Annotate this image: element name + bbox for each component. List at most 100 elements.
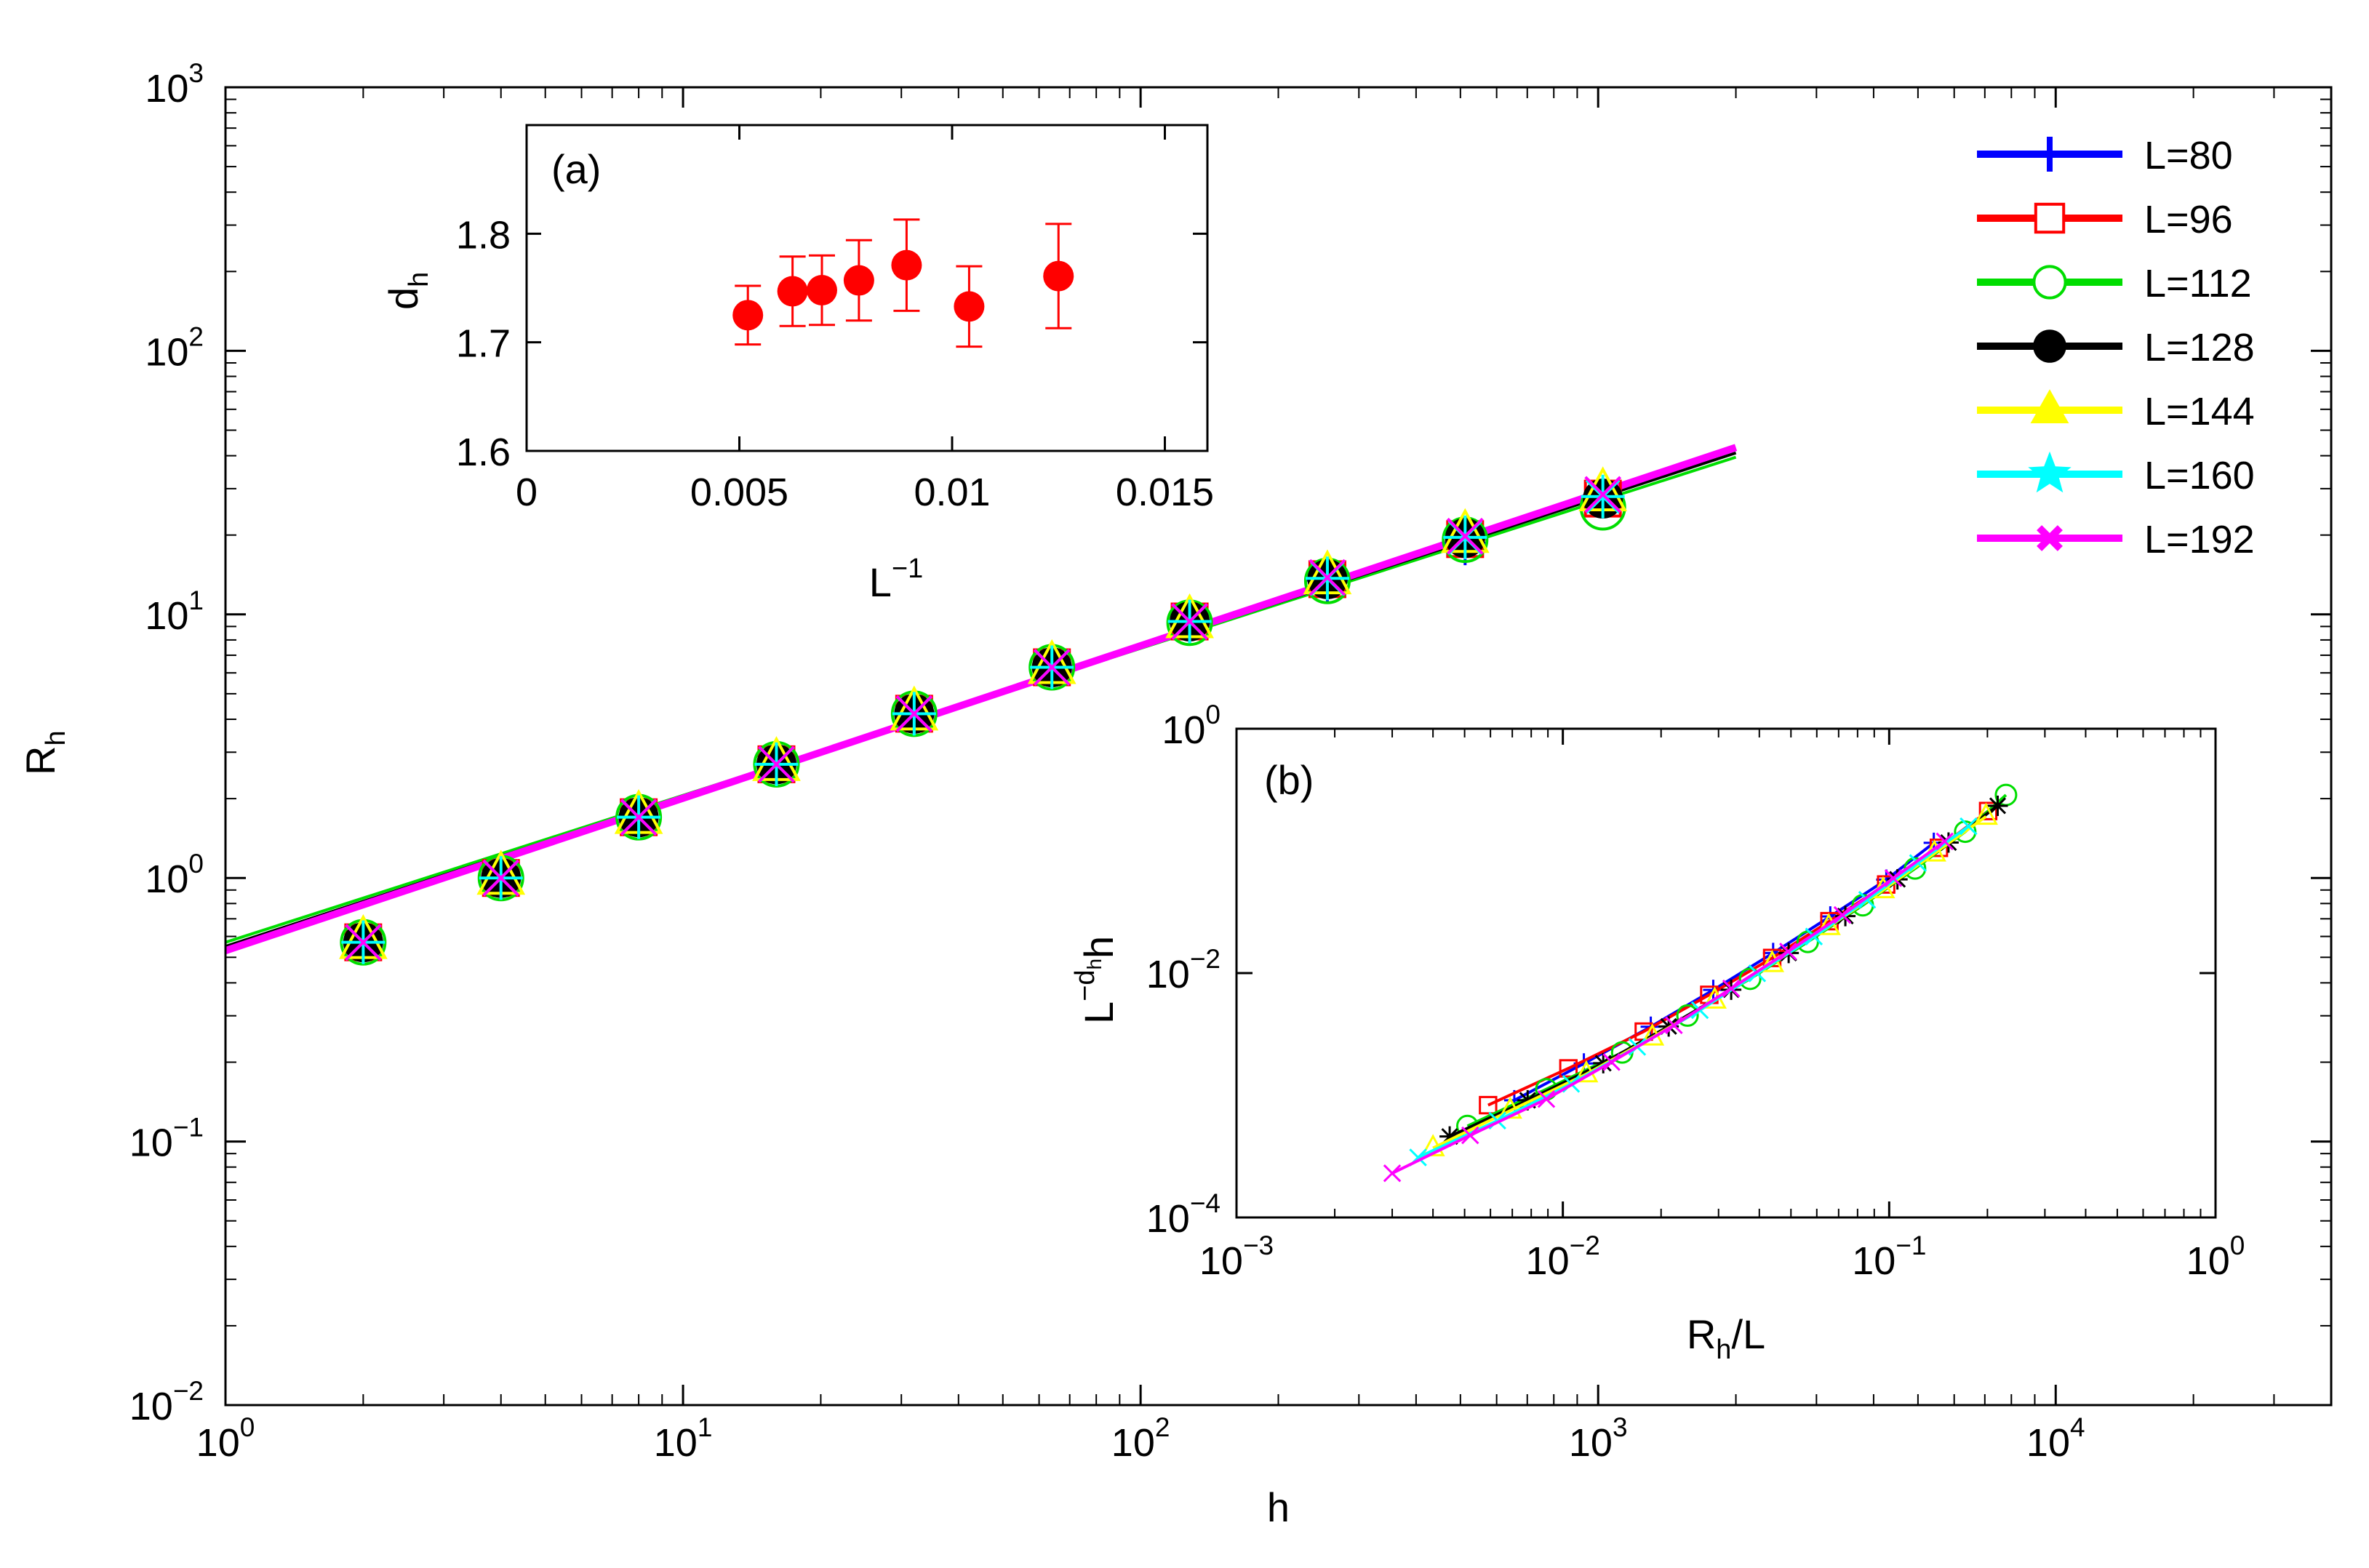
inset-b-y-tick-label-exp: 0: [1205, 700, 1221, 729]
inset-b-x-tick-label: 10−2: [1526, 1231, 1600, 1283]
inset-b-point-cross: [1779, 943, 1797, 961]
inset-b-point-triangle: [1973, 802, 1998, 825]
main-y-tick-label: 103: [145, 58, 204, 111]
inset-a-x-tick-label: 0.005: [690, 471, 788, 514]
inset-b-x-tick-label: 10−3: [1199, 1231, 1274, 1283]
main-y-tick-label-base: 10: [145, 330, 188, 374]
main-plot-data: [224, 444, 1738, 966]
main-y-tick-label-exp: 1: [188, 585, 204, 615]
inset-a-frame: [525, 124, 1209, 452]
inset-b-y-tick-label-base: 10: [1162, 708, 1205, 752]
inset-a-point: [777, 276, 808, 307]
legend-marker-triangle: [2030, 389, 2069, 423]
inset-b-point-cross: [1959, 817, 1978, 836]
inset-b-point-cross: [1665, 1016, 1683, 1035]
inset-b-series-line: [1391, 840, 1946, 1175]
inset-b-panel-label: (b): [1264, 757, 1314, 803]
main-x-tick-label-exp: 3: [1613, 1412, 1628, 1442]
main-y-tick-label-exp: −1: [173, 1113, 204, 1143]
inset-b-point-square: [1559, 1059, 1578, 1078]
inset-b-y-tick-label: 10−4: [1146, 1188, 1221, 1241]
inset-b-point-circle: [1738, 967, 1762, 991]
main-point-cross: [1033, 649, 1071, 686]
inset-b-y-axis-label: L−dhh: [1070, 936, 1122, 1024]
main-x-tick-label-base: 10: [1111, 1421, 1155, 1465]
legend-marker-dot: [2033, 329, 2066, 363]
inset-b-data: [1383, 783, 2018, 1183]
main-y-tick-label-exp: 2: [188, 321, 204, 351]
inset-a-y-tick-label: 1.7: [456, 322, 511, 366]
legend-marker-circle: [2032, 265, 2067, 300]
main-point-cross: [482, 859, 520, 897]
inset-b-x-tick-label-base: 10: [1852, 1239, 1895, 1283]
inset-b-point-triangle: [1421, 1134, 1445, 1156]
main-x-tick-label: 100: [196, 1412, 255, 1465]
inset-b-y-tick-label: 10−2: [1146, 944, 1221, 996]
inset-b-point-cross: [1833, 905, 1852, 924]
main-x-tick-label-exp: 0: [240, 1412, 255, 1442]
inset-b-point-cross: [1602, 1053, 1621, 1071]
main-y-tick-label-exp: 3: [188, 58, 204, 88]
inset-b-x-tick-label: 10−1: [1852, 1231, 1926, 1283]
main-point-cross: [895, 695, 933, 732]
inset-b-point-cross: [1935, 832, 1954, 851]
inset-a-point: [732, 300, 764, 331]
legend-label: L=96: [2144, 198, 2233, 241]
legend-label: L=144: [2144, 390, 2255, 433]
main-y-tick-label: 10−2: [129, 1376, 204, 1428]
inset-a-x-axis-label: L−1: [869, 553, 923, 605]
main-x-tick-label: 101: [654, 1412, 713, 1465]
legend-label: L=160: [2144, 454, 2255, 497]
main-point-cross: [758, 745, 795, 783]
main-y-tick-label-base: 10: [129, 1121, 173, 1165]
main-x-tick-label: 102: [1111, 1412, 1170, 1465]
legend: L=80 L=96 L=112 L=128 L=144 L=160 L=192: [1977, 134, 2255, 561]
inset-a-point: [954, 291, 985, 322]
inset-b-point-cross: [1461, 1126, 1479, 1145]
inset-a-point: [806, 274, 837, 305]
legend-label: L=192: [2144, 518, 2255, 561]
main-y-tick-label-base: 10: [145, 67, 188, 111]
inset-a-y-tick-label: 1.6: [456, 431, 511, 474]
main-x-tick-label-exp: 1: [698, 1412, 713, 1442]
main-point-cross: [1171, 603, 1208, 640]
inset-b-x-tick-label-exp: 0: [2230, 1231, 2245, 1260]
inset-b-y-tick-label-base: 10: [1146, 953, 1190, 996]
inset-a-ticks: 0 0.005 0.01 0.015 1.6 1.7 1.8: [456, 125, 1214, 514]
main-x-tick-label-base: 10: [654, 1421, 698, 1465]
legend-marker-cross: [2037, 525, 2063, 551]
inset-b-x-tick-label-base: 10: [1199, 1239, 1243, 1283]
inset-b-x-tick-label-exp: −2: [1570, 1231, 1600, 1260]
inset-b-x-tick-label-base: 10: [1526, 1239, 1570, 1283]
inset-a-plot: 0 0.005 0.01 0.015 1.6 1.7 1.8 (a) L−1 dh: [380, 124, 1214, 605]
main-x-tick-label-base: 10: [1569, 1421, 1613, 1465]
inset-a-y-axis-label: dh: [380, 272, 434, 310]
main-point-cross: [1446, 517, 1484, 555]
main-x-tick-label-base: 10: [196, 1421, 240, 1465]
inset-b-y-tick-label-exp: −4: [1190, 1188, 1221, 1218]
inset-b-point-circle: [1676, 1004, 1699, 1027]
main-y-tick-label: 102: [145, 321, 204, 374]
inset-b-point-triangle: [1816, 913, 1841, 935]
main-x-tick-label: 104: [2026, 1412, 2085, 1465]
inset-b-point-cross: [1537, 1090, 1556, 1108]
main-y-tick-label-base: 10: [129, 1385, 173, 1428]
main-x-axis-label: h: [1267, 1484, 1290, 1530]
main-x-tick-label-base: 10: [2026, 1421, 2070, 1465]
main-y-tick-label: 100: [145, 849, 204, 901]
legend-marker-square: [2034, 202, 2066, 234]
main-y-tick-label-exp: −2: [173, 1376, 204, 1406]
inset-a-data: [732, 218, 1074, 348]
legend-label: L=112: [2144, 262, 2252, 305]
inset-a-x-tick-label: 0.01: [914, 471, 990, 514]
legend-label: L=80: [2144, 134, 2233, 177]
inset-b-point-star: [1987, 795, 2008, 816]
inset-a-panel-label: (a): [551, 146, 601, 192]
main-point-cross: [344, 924, 382, 961]
main-x-tick-label: 103: [1569, 1412, 1628, 1465]
